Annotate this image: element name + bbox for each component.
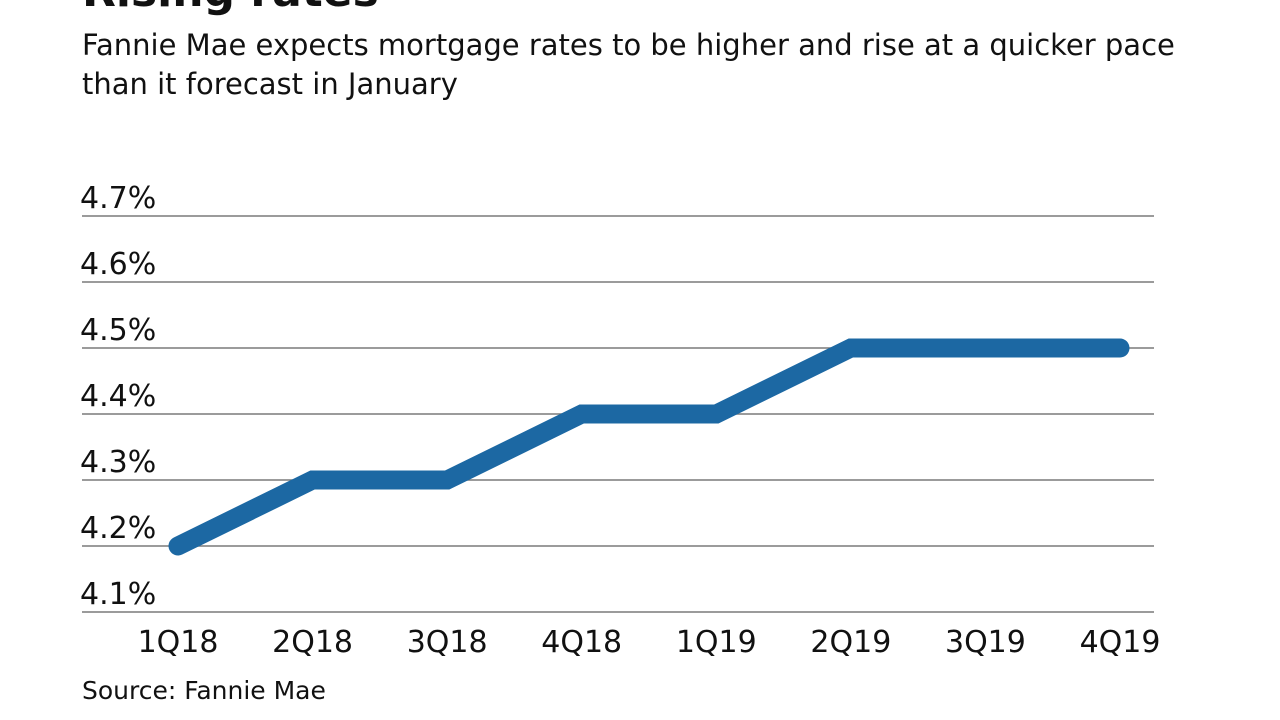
chart-subtitle: Fannie Mae expects mortgage rates to be … [82,28,1175,101]
x-tick-label: 4Q18 [541,625,622,660]
x-tick-label: 3Q19 [945,625,1026,660]
x-tick-label: 4Q19 [1080,625,1161,660]
y-tick-label: 4.3% [80,445,156,480]
y-tick-label: 4.4% [80,379,156,414]
source-note: Source: Fannie Mae [82,676,326,705]
series-line [168,338,1130,556]
y-tick-label: 4.6% [80,247,156,282]
x-tick-label: 2Q18 [272,625,353,660]
y-tick-label: 4.1% [80,577,156,612]
x-tick-label: 1Q19 [676,625,757,660]
y-tick-label: 4.7% [80,181,156,216]
x-tick-label: 2Q19 [810,625,891,660]
x-tick-label: 1Q18 [138,625,219,660]
chart-title: Rising rates [82,0,379,17]
x-tick-label: 3Q18 [407,625,488,660]
y-tick-label: 4.2% [80,511,156,546]
y-tick-label: 4.5% [80,313,156,348]
